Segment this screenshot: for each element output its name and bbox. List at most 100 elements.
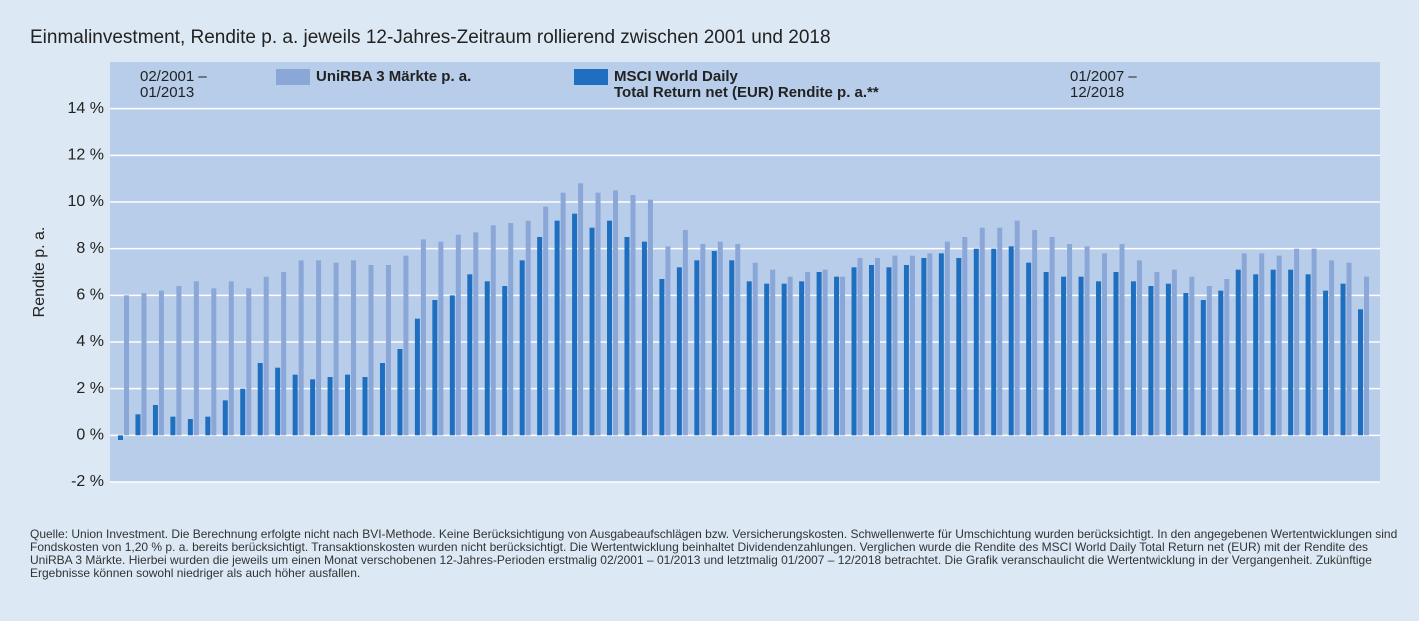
bar (1241, 253, 1247, 436)
bar (1253, 274, 1259, 436)
bar (1183, 293, 1189, 436)
bar (735, 244, 741, 436)
bar (781, 283, 787, 436)
bar (641, 241, 647, 436)
y-axis-label: Rendite p. a. (31, 227, 48, 318)
bar (205, 416, 211, 436)
bar (1171, 269, 1177, 436)
y-tick-label: 6 % (76, 287, 104, 304)
bar (525, 220, 531, 436)
bar (397, 349, 403, 436)
bar (892, 255, 898, 436)
bar (1032, 230, 1038, 436)
chart-title: Einmalinvestment, Rendite p. a. jeweils … (30, 27, 831, 48)
bar (1294, 248, 1300, 436)
bar (1119, 244, 1125, 436)
bar (1026, 262, 1032, 436)
bar (764, 283, 770, 436)
bar (816, 272, 822, 436)
bar (1165, 283, 1171, 436)
bar (508, 223, 514, 436)
bar (874, 258, 880, 436)
bar (613, 190, 619, 436)
bar (909, 255, 915, 436)
y-tick-label: 14 % (68, 100, 104, 117)
bar (1276, 255, 1282, 436)
bar (700, 244, 706, 436)
bar (455, 234, 461, 436)
bar (682, 230, 688, 436)
bar (1061, 276, 1067, 436)
bar (1049, 237, 1055, 436)
bar (1043, 272, 1049, 436)
bar (1113, 272, 1119, 436)
bar (449, 295, 455, 436)
bar (1078, 276, 1084, 436)
y-tick-label: 4 % (76, 333, 104, 350)
bar (473, 232, 479, 436)
bar (921, 258, 927, 436)
bar (263, 276, 269, 436)
bar (1200, 300, 1206, 436)
bar (1323, 290, 1329, 436)
bar (310, 379, 316, 436)
bar (170, 416, 176, 436)
bar (152, 405, 158, 436)
bar (694, 260, 700, 436)
bar (257, 363, 263, 436)
bar (385, 265, 391, 436)
bar (1364, 276, 1369, 436)
y-tick-label: 2 % (76, 380, 104, 397)
bar (834, 276, 840, 436)
bar (222, 400, 228, 436)
bar (345, 374, 351, 436)
y-tick-label: 0 % (76, 427, 104, 444)
bar (962, 237, 968, 436)
bar (607, 220, 613, 436)
bar (420, 239, 426, 436)
bar (1067, 244, 1073, 436)
bar (519, 260, 525, 436)
bar (1305, 274, 1311, 436)
bar (659, 279, 665, 436)
bar (502, 286, 508, 436)
bar (240, 388, 246, 436)
bar (1311, 248, 1317, 436)
bar (1346, 262, 1352, 436)
bar (1270, 269, 1276, 436)
bar (578, 183, 584, 436)
bar (141, 293, 147, 436)
bar (1008, 246, 1014, 436)
bar (729, 260, 735, 436)
bar (1329, 260, 1335, 436)
bar (438, 241, 444, 436)
bar (1235, 269, 1241, 436)
bar (868, 265, 874, 436)
bar (351, 260, 357, 436)
bar (717, 241, 723, 436)
bar (770, 269, 776, 436)
bar (1218, 290, 1224, 436)
bar (484, 281, 490, 436)
bar (805, 272, 811, 436)
bar (1358, 309, 1363, 436)
bar (1154, 272, 1160, 436)
bar (979, 227, 985, 436)
bar (118, 435, 123, 440)
bar (292, 374, 298, 436)
bar (281, 272, 287, 436)
bar (135, 414, 141, 436)
bar (886, 267, 892, 436)
bar (956, 258, 962, 436)
bar (851, 267, 857, 436)
bar (187, 419, 193, 436)
bar (403, 255, 409, 436)
bar (537, 237, 543, 436)
bar (193, 281, 199, 436)
bar (246, 288, 252, 436)
bar (595, 192, 601, 436)
bar (490, 225, 496, 436)
bar (368, 265, 374, 436)
